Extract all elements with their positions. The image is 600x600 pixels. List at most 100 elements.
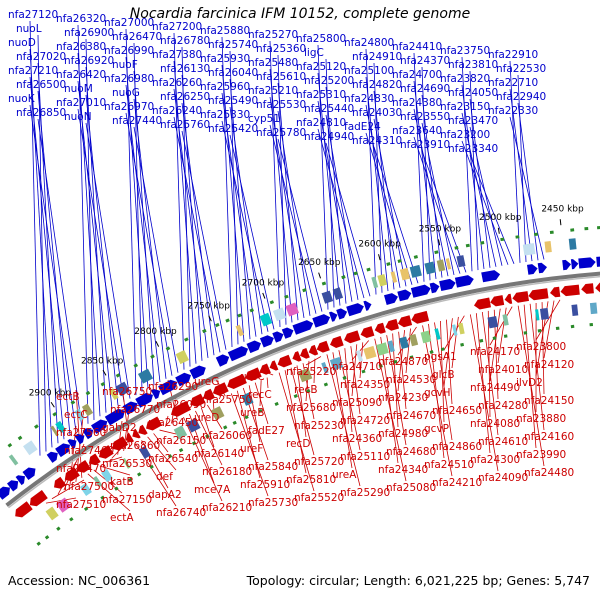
- forward-gene-label[interactable]: nuoL: [16, 23, 42, 35]
- reverse-gene-label[interactable]: nfa25810: [286, 474, 336, 486]
- reverse-gene-label[interactable]: nfa25680: [286, 402, 336, 414]
- reverse-gene-label[interactable]: nfa24480: [524, 467, 574, 479]
- reverse-gene-label[interactable]: nfa26140: [194, 448, 244, 460]
- forward-gene-label[interactable]: nfa22710: [488, 77, 538, 89]
- reverse-gene-label[interactable]: nfa27510: [56, 499, 106, 511]
- forward-gene-label[interactable]: nfa24940: [304, 131, 354, 143]
- forward-gene-label[interactable]: nfa26500: [16, 79, 66, 91]
- reverse-gene-label[interactable]: nfa26540: [148, 453, 198, 465]
- reverse-gene-label[interactable]: nfa24170: [470, 346, 520, 358]
- forward-gene-label[interactable]: nfa26980: [104, 73, 154, 85]
- forward-gene-label[interactable]: nfa27010: [56, 97, 106, 109]
- reverse-gene-label[interactable]: nfa24530: [386, 374, 436, 386]
- reverse-gene-label[interactable]: nfa25110: [340, 451, 390, 463]
- forward-gene-label[interactable]: nfa24700: [392, 69, 442, 81]
- reverse-gene-label[interactable]: nfa24090: [478, 472, 528, 484]
- forward-gene-label[interactable]: nfa25780: [256, 127, 306, 139]
- forward-gene-label[interactable]: nfa25360: [256, 43, 306, 55]
- reverse-gene-label[interactable]: nfa24980: [378, 428, 428, 440]
- forward-gene-label[interactable]: nfa26780: [160, 35, 210, 47]
- forward-gene-label[interactable]: nuoM: [64, 83, 93, 95]
- forward-gene-label[interactable]: cyp51: [248, 113, 280, 125]
- reverse-gene-label[interactable]: ureD: [194, 412, 219, 424]
- reverse-gene-label[interactable]: nfa25290: [340, 487, 390, 499]
- forward-gene-label[interactable]: nfa24910: [352, 51, 402, 63]
- forward-gene-label[interactable]: nfa22330: [488, 105, 538, 117]
- forward-gene-label[interactable]: nfa26040: [208, 67, 258, 79]
- reverse-gene-label[interactable]: ectC: [64, 409, 88, 421]
- forward-gene-label[interactable]: nfa26420: [56, 69, 106, 81]
- reverse-gene-label[interactable]: nfa24510: [424, 459, 474, 471]
- reverse-gene-label[interactable]: nfa26750: [102, 386, 152, 398]
- forward-gene-label[interactable]: nfa25330: [200, 109, 250, 121]
- reverse-gene-label[interactable]: dapA2: [148, 489, 182, 501]
- forward-gene-label[interactable]: nuoD: [8, 37, 36, 49]
- forward-gene-label[interactable]: nfa25100: [344, 65, 394, 77]
- reverse-gene-label[interactable]: ilvD2: [516, 377, 543, 389]
- reverse-gene-label[interactable]: nfa24610: [478, 436, 528, 448]
- reverse-gene-label[interactable]: nfa26180: [202, 466, 252, 478]
- forward-gene-label[interactable]: nfa27020: [16, 51, 66, 63]
- forward-gene-label[interactable]: nfa25210: [248, 85, 298, 97]
- reverse-gene-label[interactable]: nfa26150: [156, 435, 206, 447]
- reverse-gene-label[interactable]: nfa24210: [432, 477, 482, 489]
- reverse-gene-label[interactable]: glcB: [432, 369, 455, 381]
- forward-gene-label[interactable]: nfa23640: [392, 125, 442, 137]
- reverse-gene-label[interactable]: gabD2: [102, 422, 137, 434]
- reverse-gene-label[interactable]: nfa24650: [432, 405, 482, 417]
- reverse-gene-label[interactable]: nfa24120: [524, 359, 574, 371]
- forward-gene-label[interactable]: nfa23910: [400, 139, 450, 151]
- reverse-gene-label[interactable]: recC: [248, 389, 272, 401]
- forward-gene-label[interactable]: nfa25740: [208, 39, 258, 51]
- forward-gene-label[interactable]: nfa23470: [448, 115, 498, 127]
- reverse-gene-label[interactable]: nfa24710: [332, 361, 382, 373]
- forward-gene-label[interactable]: nfa26990: [104, 45, 154, 57]
- forward-gene-label[interactable]: nfa26900: [64, 27, 114, 39]
- forward-gene-label[interactable]: nfa23750: [440, 45, 490, 57]
- forward-gene-label[interactable]: nfa27210: [8, 65, 58, 77]
- reverse-gene-label[interactable]: ureF: [240, 443, 263, 455]
- forward-gene-label[interactable]: nfa25530: [256, 99, 306, 111]
- forward-gene-label[interactable]: nfa25120: [296, 61, 346, 73]
- reverse-gene-label[interactable]: nfa24160: [524, 431, 574, 443]
- reverse-gene-label[interactable]: nfa23880: [516, 413, 566, 425]
- forward-gene-label[interactable]: nfa26850: [16, 107, 66, 119]
- reverse-gene-label[interactable]: recB: [294, 384, 318, 396]
- reverse-gene-label[interactable]: nfa25750: [202, 394, 252, 406]
- reverse-gene-label[interactable]: mce7A: [194, 484, 231, 496]
- forward-gene-label[interactable]: nfa24050: [448, 87, 498, 99]
- forward-gene-label[interactable]: nfa24690: [400, 83, 450, 95]
- forward-gene-label[interactable]: nfa23810: [448, 59, 498, 71]
- reverse-gene-label[interactable]: nfa24080: [470, 418, 520, 430]
- forward-gene-label[interactable]: nfa25480: [248, 57, 298, 69]
- forward-gene-label[interactable]: nfa26470: [112, 31, 162, 43]
- forward-gene-label[interactable]: nfa26250: [160, 91, 210, 103]
- forward-gene-label[interactable]: nfa23340: [448, 143, 498, 155]
- forward-gene-label[interactable]: nfa23150: [440, 101, 490, 113]
- forward-gene-label[interactable]: nfa23200: [440, 129, 490, 141]
- reverse-gene-label[interactable]: nfa27150: [102, 494, 152, 506]
- forward-gene-label[interactable]: nfa25200: [304, 75, 354, 87]
- forward-gene-label[interactable]: nfa25880: [200, 25, 250, 37]
- forward-gene-label[interactable]: nfa27380: [152, 49, 202, 61]
- forward-gene-label[interactable]: nfa24380: [392, 97, 442, 109]
- reverse-gene-label[interactable]: nfa25520: [294, 492, 344, 504]
- reverse-gene-label[interactable]: nfa26860: [110, 440, 160, 452]
- reverse-gene-label[interactable]: nfa24360: [332, 433, 382, 445]
- reverse-gene-label[interactable]: nfa26090: [156, 399, 206, 411]
- reverse-gene-label[interactable]: nfa24720: [340, 415, 390, 427]
- forward-gene-label[interactable]: nfa24800: [344, 37, 394, 49]
- reverse-gene-label[interactable]: nfa26450: [148, 417, 198, 429]
- reverse-gene-label[interactable]: nfa24350: [340, 379, 390, 391]
- forward-gene-label[interactable]: nuoK: [8, 93, 36, 105]
- reverse-gene-label[interactable]: nfa24010: [478, 364, 528, 376]
- forward-gene-label[interactable]: nfa26130: [160, 63, 210, 75]
- reverse-gene-label[interactable]: nfa27460: [64, 445, 114, 457]
- reverse-gene-label[interactable]: ureA: [332, 469, 357, 481]
- reverse-gene-label[interactable]: nfa27500: [64, 481, 114, 493]
- reverse-gene-label[interactable]: nfa25230: [294, 420, 344, 432]
- reverse-gene-label[interactable]: nfa25730: [248, 497, 298, 509]
- reverse-gene-label[interactable]: nfa26060: [202, 430, 252, 442]
- reverse-gene-label[interactable]: gcvP: [424, 423, 449, 435]
- reverse-gene-label[interactable]: recD: [286, 438, 310, 450]
